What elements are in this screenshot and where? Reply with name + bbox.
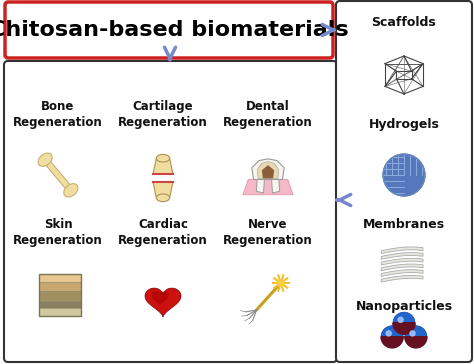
Polygon shape xyxy=(405,337,427,348)
Ellipse shape xyxy=(38,153,52,166)
FancyBboxPatch shape xyxy=(39,301,81,308)
Polygon shape xyxy=(393,323,415,334)
Ellipse shape xyxy=(156,154,170,162)
Text: Bone
Regeneration: Bone Regeneration xyxy=(13,100,103,129)
FancyBboxPatch shape xyxy=(336,1,472,362)
Polygon shape xyxy=(381,264,423,271)
Text: Skin
Regeneration: Skin Regeneration xyxy=(13,218,103,247)
FancyBboxPatch shape xyxy=(39,282,81,291)
Polygon shape xyxy=(256,179,264,193)
Text: Cardiac
Regeneration: Cardiac Regeneration xyxy=(118,218,208,247)
Polygon shape xyxy=(257,162,279,179)
Text: Chitosan-based biomaterials: Chitosan-based biomaterials xyxy=(0,20,349,40)
Ellipse shape xyxy=(278,280,284,286)
Polygon shape xyxy=(252,159,284,179)
Polygon shape xyxy=(263,166,273,178)
FancyBboxPatch shape xyxy=(39,291,81,301)
Text: Dental
Regeneration: Dental Regeneration xyxy=(223,100,313,129)
Polygon shape xyxy=(381,253,423,259)
Polygon shape xyxy=(243,179,293,195)
Ellipse shape xyxy=(64,184,78,197)
Polygon shape xyxy=(153,182,173,198)
Polygon shape xyxy=(153,158,173,174)
Text: Scaffolds: Scaffolds xyxy=(372,16,437,29)
FancyBboxPatch shape xyxy=(39,308,81,316)
Polygon shape xyxy=(272,179,280,193)
Circle shape xyxy=(386,331,391,336)
Circle shape xyxy=(405,326,427,348)
Circle shape xyxy=(398,317,403,323)
FancyBboxPatch shape xyxy=(5,2,333,58)
Ellipse shape xyxy=(156,194,170,202)
Circle shape xyxy=(381,326,403,348)
FancyBboxPatch shape xyxy=(4,61,337,362)
Text: Membranes: Membranes xyxy=(363,218,445,231)
Circle shape xyxy=(393,312,415,334)
Polygon shape xyxy=(381,270,423,276)
Text: Nerve
Regeneration: Nerve Regeneration xyxy=(223,218,313,247)
Polygon shape xyxy=(381,258,423,265)
Polygon shape xyxy=(145,288,181,317)
Text: Hydrogels: Hydrogels xyxy=(369,118,439,131)
Text: Nanoparticles: Nanoparticles xyxy=(356,300,453,313)
Polygon shape xyxy=(381,276,423,282)
Circle shape xyxy=(410,331,415,336)
FancyBboxPatch shape xyxy=(39,274,81,282)
Polygon shape xyxy=(381,247,423,254)
Text: Cartilage
Regeneration: Cartilage Regeneration xyxy=(118,100,208,129)
Polygon shape xyxy=(152,292,168,304)
Polygon shape xyxy=(44,158,73,191)
Polygon shape xyxy=(381,337,403,348)
Circle shape xyxy=(383,154,425,196)
